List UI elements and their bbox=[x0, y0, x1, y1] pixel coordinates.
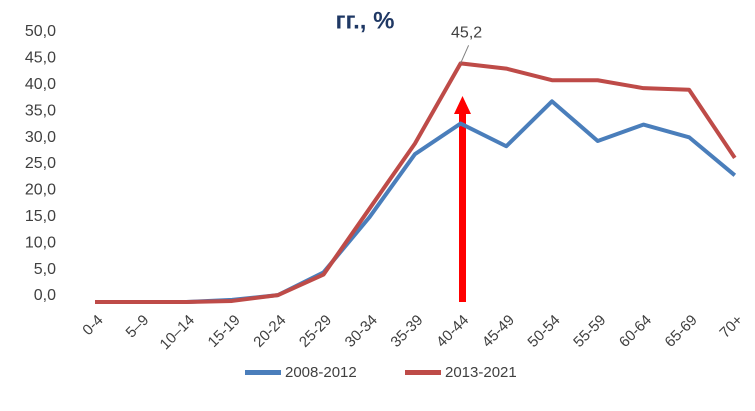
x-tick-label: 35-39 bbox=[387, 312, 426, 351]
series-line bbox=[95, 99, 737, 304]
x-tick-label: 5–9 bbox=[123, 312, 153, 342]
x-tick-label: 45-49 bbox=[479, 312, 518, 351]
x-tick-label: 70+ bbox=[716, 311, 746, 341]
x-tick-label: 30-34 bbox=[342, 312, 381, 351]
x-tick-label: 40-44 bbox=[433, 312, 472, 351]
y-tick-label: 30,0 bbox=[25, 129, 56, 146]
label-leader bbox=[460, 45, 470, 64]
legend-label: 2008-2012 bbox=[285, 364, 357, 381]
data-label: 45,2 bbox=[451, 25, 482, 42]
y-tick-label: 0,0 bbox=[34, 287, 56, 304]
x-tick-label: 55-59 bbox=[570, 312, 609, 351]
x-tick-label: 10–14 bbox=[157, 312, 199, 354]
legend-swatch bbox=[245, 370, 281, 375]
y-tick-label: 50,0 bbox=[25, 23, 56, 40]
y-tick-label: 25,0 bbox=[25, 155, 56, 172]
x-tick-label: 65-69 bbox=[662, 312, 701, 351]
legend-swatch bbox=[405, 370, 441, 375]
y-tick-label: 45,0 bbox=[25, 50, 56, 67]
x-tick-label: 15-19 bbox=[205, 312, 244, 351]
x-tick-label: 20-24 bbox=[250, 312, 289, 351]
y-tick-label: 15,0 bbox=[25, 208, 56, 225]
x-tick-label: 50-54 bbox=[524, 312, 563, 351]
y-tick-label: 5,0 bbox=[34, 261, 56, 278]
x-tick-label: 0-4 bbox=[79, 312, 106, 339]
series-line bbox=[95, 61, 737, 304]
y-tick-label: 20,0 bbox=[25, 182, 56, 199]
x-tick-label: 25-29 bbox=[296, 312, 335, 351]
annotation-arrow bbox=[454, 96, 471, 302]
y-tick-label: 10,0 bbox=[25, 234, 56, 251]
x-tick-label: 60-64 bbox=[616, 312, 655, 351]
y-tick-label: 35,0 bbox=[25, 102, 56, 119]
chart-title: гг., % bbox=[336, 7, 395, 34]
legend-label: 2013-2021 bbox=[445, 364, 517, 381]
y-tick-label: 40,0 bbox=[25, 76, 56, 93]
